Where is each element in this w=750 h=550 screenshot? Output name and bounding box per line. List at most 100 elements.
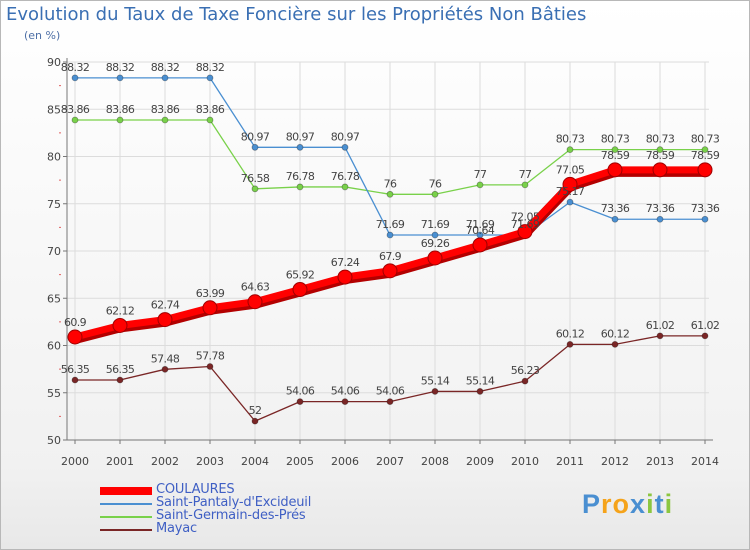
data-point [71, 74, 79, 82]
data-point [161, 116, 169, 124]
data-label: 80.97 [286, 130, 315, 143]
data-label: 88.32 [196, 61, 225, 74]
logo-letter: t [654, 489, 665, 519]
chart-subtitle: (en %) [24, 29, 61, 42]
data-label: 62.12 [106, 304, 135, 317]
data-point [521, 181, 529, 189]
y-tick-label: 55 [47, 387, 61, 400]
data-label: 57.78 [196, 349, 225, 362]
x-tick-label: 2010 [511, 455, 539, 468]
data-point [701, 146, 709, 154]
x-tick-label: 2002 [151, 455, 179, 468]
data-label: 77.05 [556, 163, 585, 176]
data-point [337, 269, 353, 285]
x-tick-label: 2014 [691, 455, 719, 468]
data-label: 60.12 [601, 327, 630, 340]
logo-letter: P [582, 489, 602, 519]
data-point [292, 282, 308, 298]
data-label: 76.58 [241, 172, 270, 185]
logo-letter: o [612, 489, 631, 519]
data-point [116, 376, 124, 384]
data-label: 83.86 [196, 103, 225, 116]
data-point [341, 183, 349, 191]
legend-label: Saint-Pantaly-d'Excideuil [156, 495, 312, 510]
data-label: 63.99 [196, 287, 225, 300]
x-tick-label: 2008 [421, 455, 449, 468]
x-tick-label: 2007 [376, 455, 404, 468]
data-point [296, 398, 304, 406]
data-point [472, 237, 488, 253]
data-label: 55.14 [421, 374, 450, 387]
data-label: 67.24 [331, 256, 360, 269]
data-point [251, 143, 259, 151]
y-tick-label: 60 [47, 340, 61, 353]
series-group [67, 74, 713, 425]
data-point [611, 215, 619, 223]
data-label: 76 [429, 177, 442, 190]
proxiti-logo: Proxiti [582, 489, 673, 520]
data-label: 88.32 [151, 61, 180, 74]
data-label: 80.73 [601, 133, 630, 146]
data-point [116, 74, 124, 82]
data-point [71, 116, 79, 124]
data-point [701, 332, 709, 340]
data-label: 54.06 [286, 385, 315, 398]
data-point [157, 312, 173, 328]
data-point [656, 332, 664, 340]
data-label: 55.14 [466, 374, 495, 387]
legend-swatch [100, 529, 152, 531]
data-label: 52 [249, 404, 262, 417]
legend-swatch [100, 487, 152, 495]
data-point [386, 231, 394, 239]
data-label: 67.9 [379, 250, 402, 263]
data-label: 70.64 [466, 224, 495, 237]
data-point [161, 74, 169, 82]
data-point [431, 190, 439, 198]
data-label: 72.05 [511, 211, 540, 224]
data-labels: 60.9 62.12 62.74 63.99 64.63 65.92 67.24 67.9 69… [61, 61, 721, 417]
data-label: 60.12 [556, 327, 585, 340]
data-label: 76 [384, 177, 397, 190]
y-tick-label: 75 [47, 198, 61, 211]
data-label: 62.74 [151, 299, 180, 312]
data-point [296, 143, 304, 151]
x-tick-label: 2009 [466, 455, 494, 468]
data-label: 83.86 [106, 103, 135, 116]
y-tick-label: 65 [47, 292, 61, 305]
data-label: 54.06 [331, 385, 360, 398]
data-label: 76.78 [331, 170, 360, 183]
logo-letter: r [601, 489, 613, 519]
data-label: 80.97 [241, 130, 270, 143]
data-point [521, 377, 529, 385]
data-point [656, 215, 664, 223]
data-label: 56.35 [61, 363, 90, 376]
data-label: 73.36 [646, 202, 675, 215]
data-point [431, 231, 439, 239]
data-label: 77 [474, 168, 487, 181]
x-tick-label: 2012 [601, 455, 629, 468]
data-point [562, 176, 578, 192]
data-point [206, 116, 214, 124]
data-point [427, 250, 443, 266]
data-label: 71.69 [511, 218, 540, 231]
data-label: 61.02 [646, 319, 675, 332]
y-tick-label: 70 [47, 245, 61, 258]
legend-label: Mayac [156, 521, 197, 536]
logo-letter: i [646, 489, 655, 519]
y-tick-label: 90 [47, 56, 61, 69]
data-point [566, 146, 574, 154]
y-tick-label: 85 [47, 103, 61, 116]
data-label: 78.59 [601, 149, 630, 162]
data-label: 80.73 [556, 133, 585, 146]
data-point [652, 162, 668, 178]
data-label: 73.36 [691, 202, 720, 215]
data-label: 75.17 [556, 185, 585, 198]
data-label: 71.69 [466, 218, 495, 231]
data-point [206, 74, 214, 82]
data-point [251, 417, 259, 425]
data-label: 56.23 [511, 364, 540, 377]
data-point [296, 183, 304, 191]
x-tick-label: 2000 [61, 455, 89, 468]
data-label: 60.9 [64, 316, 87, 329]
